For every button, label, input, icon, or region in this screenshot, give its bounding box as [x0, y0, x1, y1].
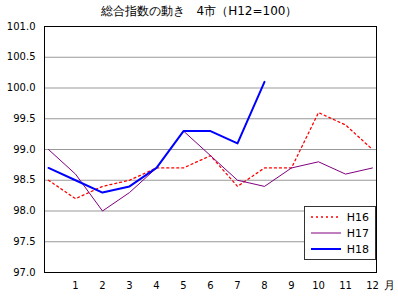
svg-text:98.5: 98.5	[13, 174, 35, 185]
svg-text:5: 5	[180, 280, 186, 291]
svg-text:10: 10	[312, 280, 325, 291]
svg-text:4: 4	[153, 280, 159, 291]
svg-text:97.0: 97.0	[13, 267, 35, 278]
svg-text:99.5: 99.5	[13, 113, 35, 124]
svg-text:7: 7	[234, 280, 240, 291]
svg-text:97.5: 97.5	[13, 236, 35, 247]
svg-text:2: 2	[99, 280, 105, 291]
html-text:H17: H17	[346, 226, 369, 240]
svg-text:99.0: 99.0	[13, 144, 35, 155]
html-text:H16: H16	[346, 210, 369, 224]
svg-text:1: 1	[72, 280, 78, 291]
html-text:H18: H18	[346, 242, 369, 256]
svg-text:98.0: 98.0	[13, 205, 35, 216]
svg-text:月: 月	[384, 279, 395, 292]
svg-text:101.0: 101.0	[7, 21, 36, 32]
svg-text:9: 9	[288, 280, 294, 291]
svg-text:3: 3	[126, 280, 132, 291]
svg-text:100.0: 100.0	[7, 82, 36, 93]
svg-text:100.5: 100.5	[7, 51, 36, 62]
svg-text:11: 11	[339, 280, 352, 291]
html-text:総合指数の動き 4市（H12=100）: 総合指数の動き 4市（H12=100）	[100, 4, 298, 18]
svg-text:8: 8	[261, 280, 267, 291]
svg-text:6: 6	[207, 280, 213, 291]
svg-text:12: 12	[366, 280, 379, 291]
